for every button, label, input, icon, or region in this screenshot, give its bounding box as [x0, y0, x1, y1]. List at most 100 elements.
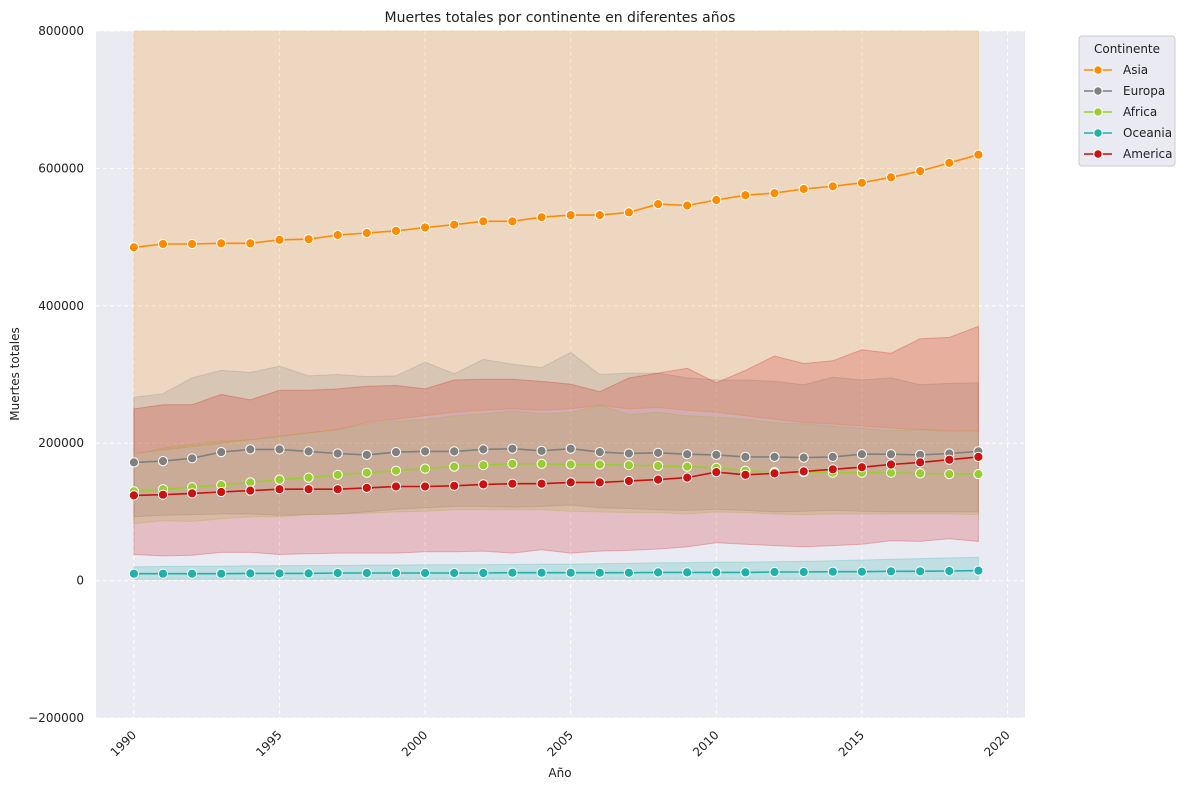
confidence-band-asia — [133, 30, 979, 455]
data-point-oceania — [157, 568, 169, 579]
y-tick-label: 800000 — [38, 24, 84, 38]
data-point-europa — [245, 444, 256, 455]
legend-marker-europa — [1093, 86, 1103, 96]
data-point-africa — [478, 460, 489, 471]
data-point-africa — [944, 469, 955, 480]
data-point-america — [303, 484, 314, 495]
data-point-europa — [332, 448, 343, 459]
data-point-oceania — [827, 566, 838, 577]
data-point-europa — [390, 447, 402, 458]
data-point-oceania — [594, 567, 605, 578]
data-point-america — [128, 490, 139, 501]
data-point-asia — [361, 227, 372, 239]
confidence-bands — [133, 30, 979, 580]
data-point-asia — [216, 238, 227, 249]
data-point-asia — [536, 212, 547, 223]
data-point-africa — [507, 458, 518, 469]
data-point-europa — [856, 449, 868, 460]
data-point-america — [536, 478, 547, 489]
grid — [96, 30, 1025, 719]
data-point-africa — [303, 472, 314, 483]
data-point-oceania — [653, 567, 664, 578]
data-point-asia — [565, 210, 576, 221]
x-tick-label: 2020 — [981, 728, 1012, 759]
data-point-europa — [216, 447, 227, 458]
data-point-europa — [798, 452, 809, 463]
data-point-america — [565, 477, 576, 488]
legend-title: Continente — [1094, 42, 1160, 56]
data-point-america — [827, 464, 838, 475]
data-point-europa — [885, 449, 897, 460]
data-point-asia — [332, 229, 343, 241]
data-point-asia — [740, 190, 751, 201]
data-point-oceania — [536, 567, 547, 578]
y-tick-label: −200000 — [28, 711, 84, 725]
data-point-america — [187, 488, 198, 499]
data-point-oceania — [274, 568, 285, 579]
data-point-oceania — [885, 566, 897, 577]
data-point-europa — [478, 444, 489, 455]
data-point-asia — [885, 172, 897, 183]
plot-background — [96, 31, 1025, 718]
data-point-oceania — [565, 567, 576, 578]
data-point-africa — [274, 474, 285, 485]
legend-marker-oceania — [1093, 128, 1103, 138]
data-point-europa — [740, 451, 751, 462]
data-point-asia — [944, 157, 955, 168]
data-point-oceania — [303, 568, 314, 579]
data-point-asia — [594, 210, 605, 221]
data-point-africa — [973, 469, 984, 480]
data-point-asia — [973, 149, 984, 160]
data-point-america — [594, 477, 605, 488]
x-tick-label: 2005 — [544, 728, 575, 759]
data-point-america — [361, 482, 372, 493]
x-tick-label: 1995 — [253, 728, 284, 759]
data-point-asia — [769, 188, 780, 199]
data-point-europa — [711, 449, 722, 460]
data-point-oceania — [769, 566, 780, 578]
data-point-america — [682, 472, 693, 483]
data-point-europa — [420, 446, 431, 457]
data-point-europa — [157, 456, 169, 467]
data-point-oceania — [623, 567, 635, 578]
chart-title: Muertes totales por continente en difere… — [385, 10, 736, 26]
data-point-africa — [915, 468, 926, 479]
x-tick-label: 1990 — [108, 728, 139, 759]
legend-label-europa: Europa — [1123, 84, 1165, 98]
data-point-america — [711, 467, 722, 478]
data-point-oceania — [711, 567, 722, 578]
data-point-oceania — [420, 567, 431, 579]
data-point-oceania — [245, 568, 256, 579]
data-point-america — [915, 457, 926, 468]
data-point-europa — [623, 448, 635, 459]
x-tick-label: 2015 — [836, 728, 867, 759]
data-point-africa — [653, 460, 664, 471]
data-point-america — [623, 475, 635, 487]
data-point-america — [332, 484, 343, 495]
data-point-america — [885, 459, 897, 470]
legend: Continente Asia Europa Africa Oceania Americ… — [1078, 35, 1176, 167]
data-point-africa — [594, 459, 605, 470]
data-point-europa — [274, 444, 285, 455]
y-axis-label: Muertes totales — [8, 327, 22, 421]
data-point-america — [944, 454, 955, 465]
data-point-oceania — [856, 566, 868, 577]
legend-label-africa: Africa — [1123, 105, 1157, 119]
y-tick-label: 600000 — [38, 161, 84, 175]
y-tick-label: 200000 — [38, 436, 84, 450]
data-point-america — [274, 484, 285, 495]
data-point-america — [769, 468, 780, 479]
data-point-europa — [769, 451, 780, 462]
data-point-europa — [682, 449, 693, 460]
data-point-oceania — [449, 567, 460, 579]
data-point-america — [507, 478, 518, 489]
legend-label-asia: Asia — [1123, 63, 1148, 77]
data-point-asia — [827, 181, 838, 192]
data-point-europa — [303, 446, 314, 457]
data-point-oceania — [798, 566, 809, 578]
data-point-europa — [594, 447, 605, 458]
data-point-africa — [536, 458, 547, 469]
y-tick-label: 400000 — [38, 299, 84, 313]
data-point-europa — [827, 451, 838, 462]
